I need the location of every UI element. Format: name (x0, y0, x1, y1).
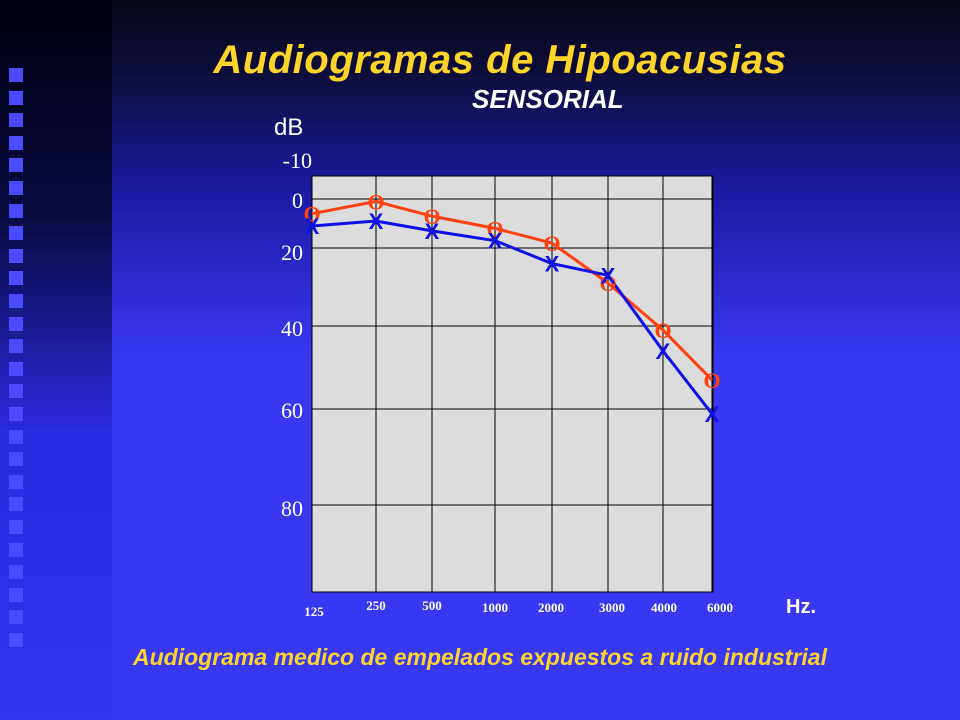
decorative-square (9, 317, 23, 331)
decorative-square (9, 204, 23, 218)
decorative-square (9, 271, 23, 285)
series-marker: X (545, 252, 560, 277)
side-strip (0, 0, 112, 720)
y-tick-label: 80 (281, 496, 303, 521)
series-line (311, 199, 714, 382)
series-marker: X (705, 402, 720, 427)
series-marker: O (543, 231, 560, 256)
series-marker: O (423, 204, 440, 229)
slide-caption: Audiograma medico de empelados expuestos… (133, 644, 827, 670)
decorative-square (9, 68, 23, 82)
series-line (311, 219, 714, 415)
decorative-square (9, 181, 23, 195)
series-marker: X (656, 339, 671, 364)
decorative-square (9, 136, 23, 150)
x-tick-label: 4000 (651, 600, 677, 615)
decorative-square (9, 520, 23, 534)
series-marker: X (601, 263, 616, 288)
decorative-square (9, 407, 23, 421)
decorative-square (9, 362, 23, 376)
decorative-square (9, 384, 23, 398)
series-marker: X (369, 209, 384, 234)
plot-area (311, 175, 714, 593)
series-marker: O (654, 318, 671, 343)
x-tick-label: 1000 (482, 600, 508, 615)
y-tick-label: 40 (281, 316, 303, 341)
x-tick-label: 250 (366, 598, 386, 613)
y-tick-label: 20 (281, 240, 303, 265)
decorative-square (9, 158, 23, 172)
decorative-square (9, 249, 23, 263)
y-tick-label: 60 (281, 398, 303, 423)
series-marker: O (367, 189, 384, 214)
y-axis-label: dB (274, 114, 304, 141)
x-axis-label: Hz. (786, 596, 816, 618)
decorative-square (9, 497, 23, 511)
slide-title: Audiogramas de Hipoacusias (213, 38, 787, 82)
series-marker: X (305, 214, 320, 239)
y-tick-label: -10 (282, 148, 312, 173)
decorative-square (9, 475, 23, 489)
decorative-square (9, 430, 23, 444)
series-marker: X (425, 219, 440, 244)
decorative-square (9, 610, 23, 624)
series-marker: O (599, 271, 616, 296)
decorative-square (9, 294, 23, 308)
decorative-square (9, 588, 23, 602)
series-marker: O (703, 368, 720, 393)
decorative-square (9, 543, 23, 557)
x-tick-label: 3000 (599, 600, 625, 615)
x-tick-label: 6000 (707, 600, 733, 615)
y-tick-label: 0 (292, 188, 303, 213)
decorative-square (9, 91, 23, 105)
series-marker: O (486, 216, 503, 241)
decorative-square (9, 113, 23, 127)
x-tick-label: 500 (422, 598, 442, 613)
decorative-square (9, 339, 23, 353)
decorative-square (9, 226, 23, 240)
x-tick-label: 2000 (538, 600, 564, 615)
decorative-square (9, 633, 23, 647)
slide-subtitle: SENSORIAL (472, 84, 624, 114)
decorative-square (9, 565, 23, 579)
decorative-square (9, 452, 23, 466)
series-marker: X (488, 229, 503, 254)
x-tick-label: 125 (304, 604, 324, 619)
series-marker: O (303, 202, 320, 227)
